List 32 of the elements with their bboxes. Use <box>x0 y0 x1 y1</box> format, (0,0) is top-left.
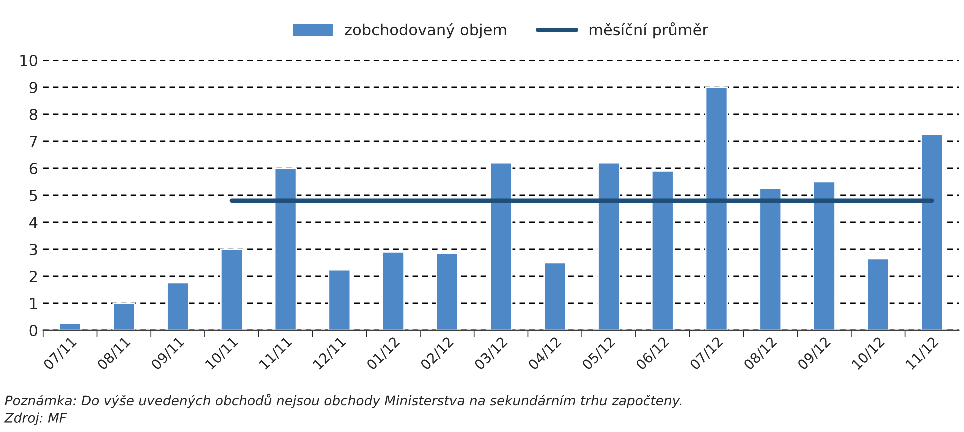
bar <box>274 168 298 330</box>
bar <box>382 251 406 330</box>
bar <box>166 282 190 330</box>
bar <box>598 162 620 330</box>
bar <box>220 248 244 330</box>
y-tick-label: 7 <box>30 136 38 148</box>
y-tick-label: 10 <box>20 54 38 66</box>
y-tick-label: 4 <box>30 217 38 228</box>
bar <box>544 262 567 330</box>
bar <box>866 258 890 330</box>
bar <box>436 252 459 330</box>
y-tick-label: 8 <box>30 108 38 120</box>
legend-label: měsíční průměr <box>590 22 708 39</box>
y-tick-label: 6 <box>30 162 38 174</box>
y-tick-label: 3 <box>30 244 38 256</box>
text: Poznámka: Do výše uvedených obchodů nejsou obchody Ministerstva na sekundárním trhu započteny. <box>5 394 682 408</box>
bar <box>328 269 352 330</box>
y-tick-label: 5 <box>30 190 38 202</box>
bar <box>651 170 674 330</box>
bar <box>759 188 782 330</box>
y-tick-label: 2 <box>30 270 37 282</box>
bar <box>58 323 82 330</box>
y-tick-label: 0 <box>30 324 38 336</box>
text: Zdroj: MF <box>4 412 68 426</box>
y-tick-label: 9 <box>30 82 38 94</box>
bar <box>920 134 944 330</box>
bar <box>490 162 513 330</box>
bar <box>705 86 728 330</box>
bar <box>112 302 136 330</box>
y-tick-label: 1 <box>30 298 38 310</box>
legend-label: zobchodovaný objem <box>345 23 506 39</box>
bar <box>813 181 836 330</box>
